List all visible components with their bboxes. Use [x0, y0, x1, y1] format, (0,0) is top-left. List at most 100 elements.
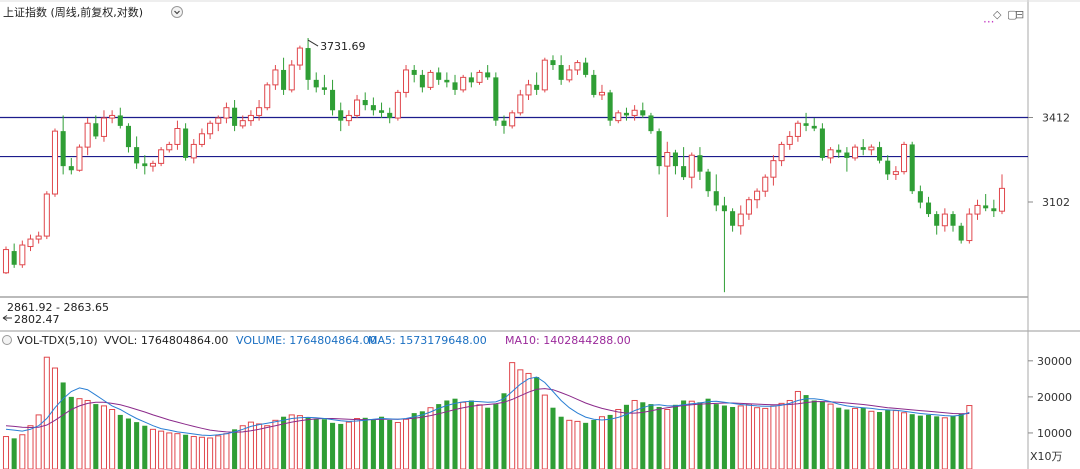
y-tick-label: 3102	[1042, 196, 1070, 209]
candle-body	[745, 199, 752, 215]
chart-title: 上证指数 (周线,前复权,对数)	[3, 5, 143, 19]
candle	[215, 115, 222, 132]
volume-bar-series	[2, 356, 973, 469]
volume-bar	[43, 356, 50, 469]
candle	[770, 155, 777, 186]
volume-bar	[583, 422, 589, 469]
volume-bar	[917, 415, 923, 469]
volume-bar	[411, 413, 417, 469]
candle-body	[93, 123, 99, 137]
candle	[566, 65, 573, 83]
candle-body	[688, 154, 695, 178]
candle	[452, 74, 458, 95]
low-label: 2802.47	[14, 313, 60, 326]
window-icon[interactable]: ▢	[1007, 8, 1017, 21]
title-group: 上证指数 (周线,前复权,对数)	[3, 5, 183, 19]
volume-bar	[2, 436, 10, 469]
candle	[198, 128, 205, 148]
volume-bar	[207, 437, 214, 469]
volume-bar	[166, 432, 173, 469]
candle-body	[476, 71, 483, 83]
volume-bar	[697, 402, 703, 469]
volume-bar	[452, 398, 458, 469]
candle	[84, 118, 91, 156]
diamond-icon[interactable]: ◇	[993, 8, 1002, 21]
candle	[762, 174, 769, 197]
candle-body	[958, 225, 964, 241]
candle-body	[379, 110, 385, 113]
candle	[811, 118, 817, 132]
candle	[419, 69, 425, 93]
candle-body	[558, 65, 564, 80]
volume-bar	[688, 400, 695, 469]
volume-bar	[615, 409, 622, 469]
candle	[991, 199, 997, 217]
ma5-line	[5, 376, 970, 437]
candle	[525, 79, 532, 101]
candle	[892, 166, 899, 180]
candle	[321, 74, 327, 95]
volume-bar	[379, 416, 385, 469]
low-arrow-head	[2, 315, 8, 321]
candle-body	[444, 79, 450, 83]
candle	[403, 65, 410, 98]
ma5-label: MA5: 1573179648.00	[368, 334, 487, 347]
candle-body	[411, 69, 417, 75]
candle-body	[419, 74, 425, 88]
candle	[174, 120, 181, 150]
volume-bar	[485, 407, 491, 469]
candle	[517, 89, 524, 116]
candle	[640, 102, 646, 119]
candle-body	[754, 190, 761, 201]
volume-bar	[232, 429, 238, 469]
candle-body	[925, 202, 932, 215]
volume-dropdown-icon[interactable]	[2, 335, 12, 345]
candle-body	[836, 149, 842, 153]
candle-body	[134, 147, 140, 164]
volume-tick-label: 10000	[1037, 427, 1072, 440]
volume-bar	[264, 425, 271, 469]
candle-body	[877, 147, 883, 161]
candle-body	[68, 166, 74, 171]
vvol-label: VVOL: 1764804864.00	[104, 334, 228, 347]
volume-tick-label: 30000	[1037, 355, 1072, 368]
volume-bar	[313, 418, 319, 469]
candle	[598, 84, 605, 101]
volume-bar	[836, 407, 842, 469]
volume-header: VOL-TDX(5,10) VVOL: 1764804864.00 VOLUME…	[2, 334, 631, 347]
volume-bar	[868, 410, 875, 469]
volume-bar	[778, 402, 785, 469]
volume-bar	[247, 421, 254, 469]
candle-body	[125, 125, 131, 148]
candle	[117, 107, 123, 129]
volume-bar	[664, 409, 671, 469]
minimize-icon[interactable]: ⊟	[1015, 8, 1024, 21]
volume-bar	[966, 405, 973, 469]
volume-bar	[19, 434, 26, 469]
volume-bar	[877, 412, 883, 469]
candle-body	[362, 100, 368, 106]
candle-body	[534, 84, 540, 90]
volume-bar	[623, 404, 629, 469]
candle-body	[232, 107, 238, 126]
volume-bar	[362, 417, 368, 469]
volume-bar	[272, 419, 279, 469]
candle-body	[166, 143, 173, 151]
candle	[934, 211, 940, 235]
volume-bar	[681, 400, 687, 469]
candle-body	[142, 163, 148, 167]
candle	[950, 211, 956, 232]
volume-bar	[321, 419, 327, 469]
volume-bar	[721, 405, 727, 469]
candle	[909, 141, 915, 195]
title-dropdown-icon[interactable]	[171, 6, 183, 18]
candle-body	[76, 146, 83, 171]
candle-body	[974, 204, 981, 215]
volume-bar	[501, 393, 507, 469]
volume-bar	[403, 418, 410, 469]
volume-bar	[517, 369, 524, 469]
candle	[713, 174, 719, 212]
candle	[239, 115, 246, 129]
candle	[827, 147, 834, 164]
